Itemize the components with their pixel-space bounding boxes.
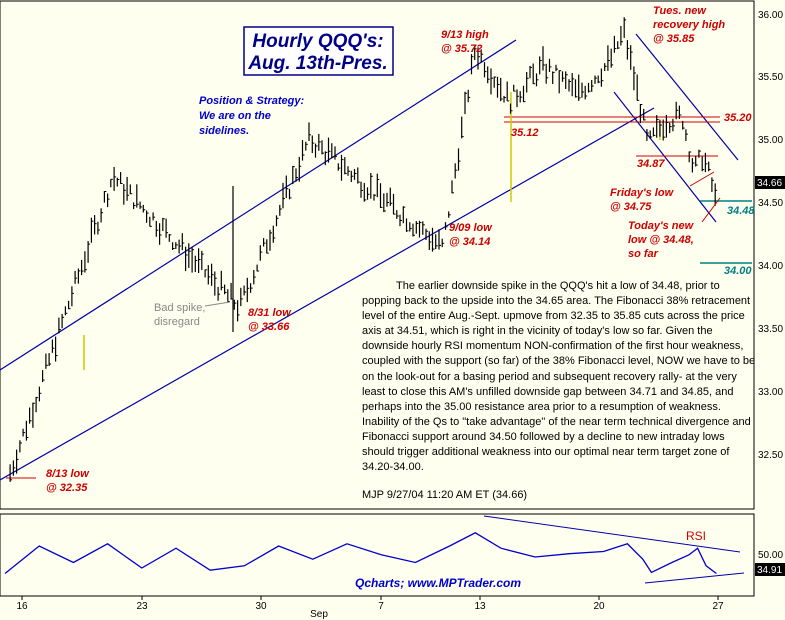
x-tick-20: 20 bbox=[593, 601, 605, 612]
today-low-pointer bbox=[701, 197, 721, 223]
price-bars bbox=[9, 17, 718, 482]
aug13-low-line-1: 8/13 low bbox=[46, 468, 90, 480]
title-box: Hourly QQQ's: Aug. 13th-Pres. bbox=[243, 26, 394, 76]
friday-low-line-1: Friday's low bbox=[610, 187, 675, 199]
friday-low-pointer bbox=[689, 171, 715, 187]
rsi-upper-trendline bbox=[483, 515, 741, 553]
commentary-block: The earlier downside spike in the QQQ's … bbox=[362, 279, 758, 475]
watermark-text: Qcharts; www.MPTrader.com bbox=[355, 576, 521, 590]
y-tick-32-50: 32.50 bbox=[758, 450, 783, 461]
y-axis-labels: 36.00 35.50 35.00 34.50 34.00 33.50 33.0… bbox=[755, 10, 785, 461]
aug31-low-line-1: 8/31 low bbox=[248, 307, 292, 319]
x-tick-16: 16 bbox=[16, 601, 28, 612]
y-tick-34-50: 34.50 bbox=[758, 198, 783, 209]
tues-high-line-2: recovery high bbox=[653, 19, 725, 31]
rsi-last-value: 34.91 bbox=[757, 565, 782, 576]
channel-lower-line bbox=[0, 107, 655, 481]
y-tick-36-00: 36.00 bbox=[758, 10, 783, 21]
rsi-last-badge bbox=[755, 563, 785, 576]
channel-upper-line bbox=[0, 39, 517, 371]
position-strategy-line-1: Position & Strategy: bbox=[199, 95, 304, 107]
today-low-line-1: Today's new bbox=[628, 220, 695, 232]
pointer-lines bbox=[204, 171, 721, 307]
x-tick-30: 30 bbox=[255, 601, 267, 612]
aug31-low-line-2: @ 33.66 bbox=[248, 321, 290, 333]
sep09-low-line-2: @ 34.14 bbox=[449, 236, 490, 248]
y-tick-33-00: 33.00 bbox=[758, 387, 783, 398]
x-tick-27: 27 bbox=[712, 601, 724, 612]
aug13-low-line-2: @ 32.35 bbox=[46, 482, 88, 494]
sep09-low-line-1: 9/09 low bbox=[449, 222, 493, 234]
y-tick-35-00: 35.00 bbox=[758, 135, 783, 146]
y-tick-33-50: 33.50 bbox=[758, 324, 783, 335]
y-tick-34-00: 34.00 bbox=[758, 261, 783, 272]
level-label-3448: 34.48 bbox=[727, 205, 755, 217]
chart-title: Hourly QQQ's: bbox=[252, 31, 383, 52]
last-price-value: 34.66 bbox=[757, 178, 782, 189]
price-channel bbox=[0, 33, 739, 481]
today-low-line-2: low @ 34.48, bbox=[628, 234, 694, 246]
bad-spike-pointer bbox=[204, 301, 231, 307]
x-tick-23: 23 bbox=[136, 601, 148, 612]
title-box-frame bbox=[243, 26, 394, 76]
tues-high-line-1: Tues. new bbox=[653, 5, 707, 17]
position-strategy-line-3: sidelines. bbox=[199, 125, 249, 137]
bad-spike-line-2: disregard bbox=[154, 316, 200, 328]
x-tick-sep: Sep bbox=[310, 609, 328, 620]
rsi-lower-trendline bbox=[644, 572, 745, 584]
downtrend-upper-line bbox=[635, 33, 739, 161]
level-label-3400: 34.00 bbox=[724, 265, 752, 277]
rsi-line bbox=[4, 532, 717, 575]
friday-low-line-2: @ 34.75 bbox=[610, 201, 652, 213]
rsi-panel: RSI 50.00 34.91 Qcharts; www.MPTrader.co… bbox=[4, 515, 785, 590]
level-label-3487: 34.87 bbox=[637, 158, 665, 170]
commentary-text: The earlier downside spike in the QQQ's … bbox=[362, 280, 756, 474]
tues-high-line-3: @ 35.85 bbox=[653, 33, 695, 45]
chart-subtitle: Aug. 13th-Pres. bbox=[247, 53, 387, 74]
x-tick-13: 13 bbox=[474, 601, 486, 612]
level-label-3520: 35.20 bbox=[724, 112, 752, 124]
y-tick-35-50: 35.50 bbox=[758, 72, 783, 83]
price-panel-frame bbox=[0, 0, 755, 510]
last-price-badge bbox=[755, 176, 785, 189]
level-lines bbox=[6, 116, 752, 479]
bad-spike-line-1: Bad spike, bbox=[154, 302, 205, 314]
sep13-high-line-2: @ 35.72 bbox=[441, 43, 482, 55]
x-tick-7: 7 bbox=[378, 601, 384, 612]
rsi-label: RSI bbox=[686, 529, 706, 543]
level-label-3512: 35.12 bbox=[511, 127, 539, 139]
signature-line: MJP 9/27/04 11:20 AM ET (34.66) bbox=[362, 489, 528, 501]
position-strategy-line-2: We are on the bbox=[199, 110, 271, 122]
downtrend-lower-line bbox=[613, 91, 717, 223]
rsi-tick-50: 50.00 bbox=[758, 550, 783, 561]
x-axis: 16 23 30 Sep 7 13 20 27 bbox=[16, 596, 724, 620]
today-low-line-3: so far bbox=[628, 248, 659, 260]
sep13-high-line-1: 9/13 high bbox=[441, 29, 489, 41]
